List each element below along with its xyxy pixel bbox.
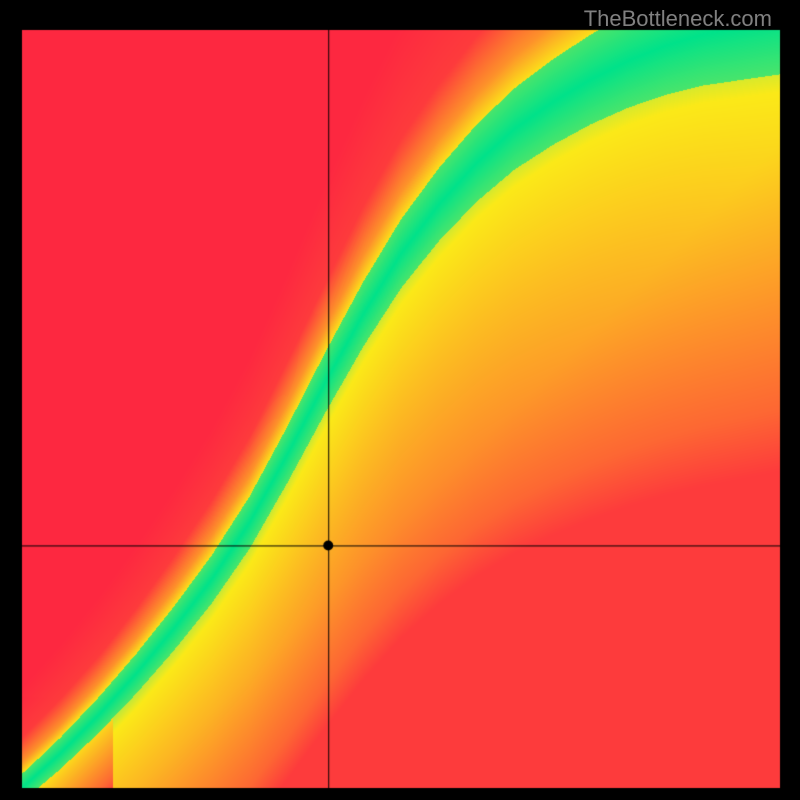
heatmap-chart [0, 0, 800, 800]
watermark-text: TheBottleneck.com [584, 6, 772, 32]
